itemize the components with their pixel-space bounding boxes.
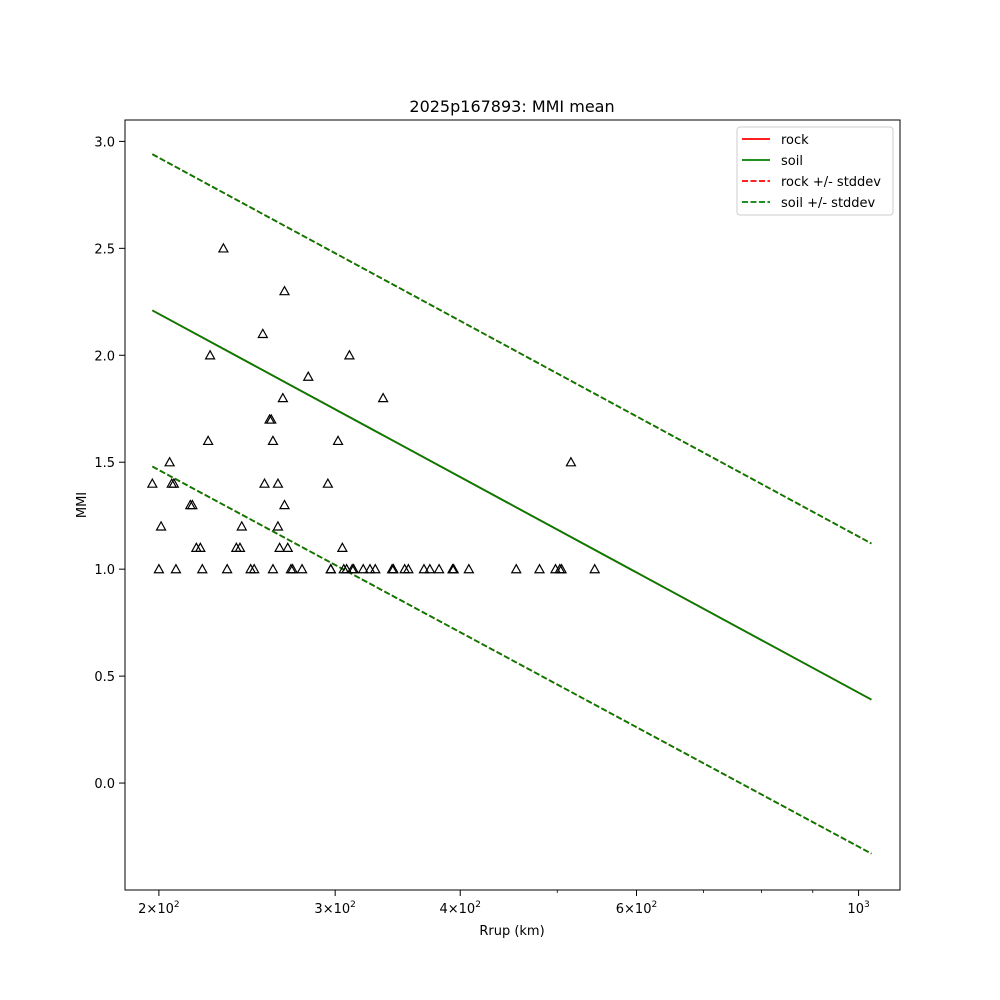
y-tick-label: 0.5 — [94, 670, 115, 685]
data-point — [204, 349, 216, 360]
y-tick-label: 1.5 — [94, 456, 115, 471]
data-point — [277, 392, 289, 403]
data-point — [274, 542, 286, 552]
series-line-1 — [151, 309, 872, 701]
data-point — [153, 563, 165, 574]
data-point — [164, 456, 176, 467]
legend: rock soil rock +/- stddev soil +/- stddev — [736, 126, 894, 216]
data-point — [332, 435, 344, 446]
data-point — [196, 563, 208, 574]
data-point — [448, 563, 460, 574]
y-tick-label: 2.0 — [94, 349, 115, 364]
data-point — [221, 563, 233, 574]
x-tick-label: 3×102 — [314, 900, 355, 917]
legend-label: rock — [781, 133, 809, 148]
data-point — [194, 542, 206, 552]
data-point — [364, 563, 376, 574]
plot-frame — [124, 119, 901, 891]
x-tick-label: 2×102 — [138, 900, 179, 917]
y-tick-label: 0.0 — [94, 777, 115, 792]
data-point — [236, 520, 248, 531]
data-point — [272, 520, 284, 531]
data-point — [170, 563, 182, 574]
data-point — [463, 563, 475, 574]
data-point — [348, 563, 360, 574]
data-point — [217, 242, 229, 253]
y-tick-label: 1.0 — [94, 563, 115, 578]
data-point — [341, 563, 353, 574]
data-point — [357, 563, 369, 574]
scatter-points — [146, 242, 601, 574]
data-point — [510, 563, 522, 574]
data-point — [186, 499, 198, 510]
data-point — [265, 413, 277, 424]
data-point — [418, 563, 430, 574]
data-point — [146, 477, 158, 488]
data-point — [322, 477, 334, 488]
data-point — [282, 542, 294, 552]
data-point — [168, 477, 180, 488]
data-point — [258, 477, 271, 488]
chart-title: 2025p167893: MMI mean — [409, 97, 614, 116]
data-point — [533, 563, 546, 574]
data-point — [369, 563, 381, 574]
data-point — [257, 328, 269, 339]
data-point — [336, 542, 348, 552]
x-tick-label: 4×102 — [439, 900, 480, 917]
series-line-4 — [151, 153, 872, 545]
y-tick-label: 3.0 — [94, 135, 115, 150]
data-point — [278, 499, 291, 510]
data-point — [302, 370, 314, 381]
series-line-5 — [151, 465, 872, 855]
data-point — [278, 285, 291, 296]
data-point — [424, 563, 436, 574]
data-point — [267, 435, 279, 446]
legend-label: soil — [781, 154, 803, 169]
data-point — [377, 392, 389, 403]
data-point — [387, 563, 399, 574]
y-tick-label: 2.5 — [94, 242, 115, 257]
data-point — [248, 563, 260, 574]
legend-box — [736, 126, 894, 216]
data-point — [402, 563, 414, 574]
x-tick-label: 103 — [847, 900, 869, 917]
data-point — [287, 563, 299, 574]
series-lines — [151, 153, 872, 855]
data-point — [155, 520, 167, 531]
data-point — [556, 563, 568, 574]
data-point — [343, 349, 355, 360]
data-point — [234, 542, 246, 552]
data-point — [325, 563, 337, 574]
x-axis: 2×102 3×102 4×102 6×102 103 — [138, 890, 870, 917]
legend-label: rock +/- stddev — [781, 175, 881, 190]
data-point — [272, 477, 284, 488]
data-point — [433, 563, 445, 574]
x-axis-label: Rrup (km) — [479, 924, 544, 939]
x-tick-label: 6×102 — [616, 900, 657, 917]
data-point — [589, 563, 601, 574]
y-axis-label: MMI — [75, 492, 90, 518]
data-point — [565, 456, 577, 467]
data-point — [202, 435, 214, 446]
y-axis: 0.0 0.5 1.0 1.5 2.0 2.5 3.0 — [94, 135, 125, 792]
legend-label: soil +/- stddev — [781, 196, 876, 211]
data-point — [296, 563, 308, 574]
data-point — [267, 563, 279, 574]
